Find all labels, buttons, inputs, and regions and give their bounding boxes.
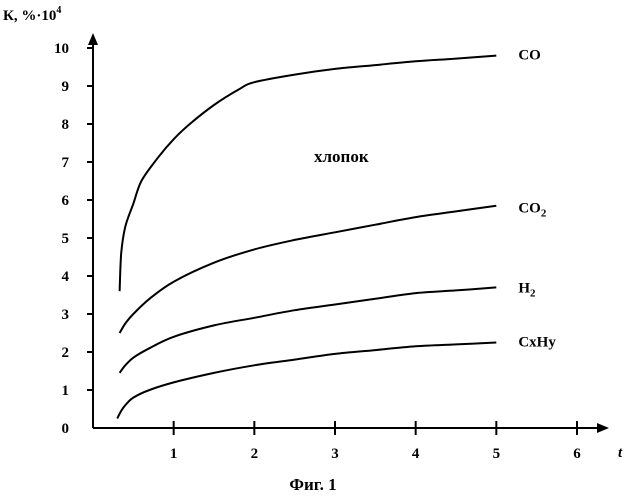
y-tick-label: 6: [62, 193, 70, 209]
series-label-main: CO: [518, 48, 541, 64]
y-tick-label: 7: [62, 155, 70, 171]
series-label-co: CO: [518, 48, 541, 64]
ticks: [87, 48, 577, 435]
series-label-main: H: [518, 280, 530, 296]
y-tick-label: 9: [62, 79, 70, 95]
series-line-co: [120, 56, 497, 292]
series-label-sub: 2: [530, 287, 536, 299]
y-axis-title-sup: 4: [56, 5, 61, 16]
y-axis-arrow: [88, 33, 98, 45]
y-tick-label: 0: [62, 421, 70, 437]
series-label-sub: 2: [541, 208, 547, 220]
x-tick-label: 1: [170, 446, 178, 462]
x-tick-label: 2: [251, 446, 259, 462]
series-line-h2: [120, 287, 497, 373]
y-axis-title-main: К, %·10: [3, 8, 56, 24]
series-line-co2: [120, 206, 497, 333]
series-label-cxhy: CxHy: [518, 335, 556, 351]
curves: [117, 56, 496, 419]
series-line-cxhy: [117, 343, 496, 419]
series-label-h2: H2: [518, 280, 536, 299]
y-tick-label: 4: [62, 269, 70, 285]
x-tick-label: 4: [412, 446, 420, 462]
figure-caption: Фиг. 1: [289, 475, 336, 494]
series-label-main: CxHy: [518, 335, 556, 351]
x-tick-label: 6: [573, 446, 581, 462]
series-label-main: CO: [518, 201, 541, 217]
x-axis-title: t: [618, 445, 623, 461]
series-labels: COCO2H2CxHy: [518, 48, 556, 351]
x-tick-label: 5: [493, 446, 501, 462]
series-label-co2: CO2: [518, 201, 547, 220]
chart-annotation: хлопок: [314, 147, 369, 166]
x-tick-label: 3: [331, 446, 339, 462]
y-tick-label: 2: [62, 345, 70, 361]
y-tick-label: 5: [62, 231, 70, 247]
y-tick-label: 8: [62, 117, 70, 133]
axes: [88, 33, 609, 433]
y-tick-label: 3: [62, 307, 70, 323]
y-tick-label: 10: [54, 41, 69, 57]
y-axis-title: К, %·104: [3, 5, 61, 24]
x-axis-arrow: [597, 423, 609, 433]
y-tick-label: 1: [62, 383, 70, 399]
